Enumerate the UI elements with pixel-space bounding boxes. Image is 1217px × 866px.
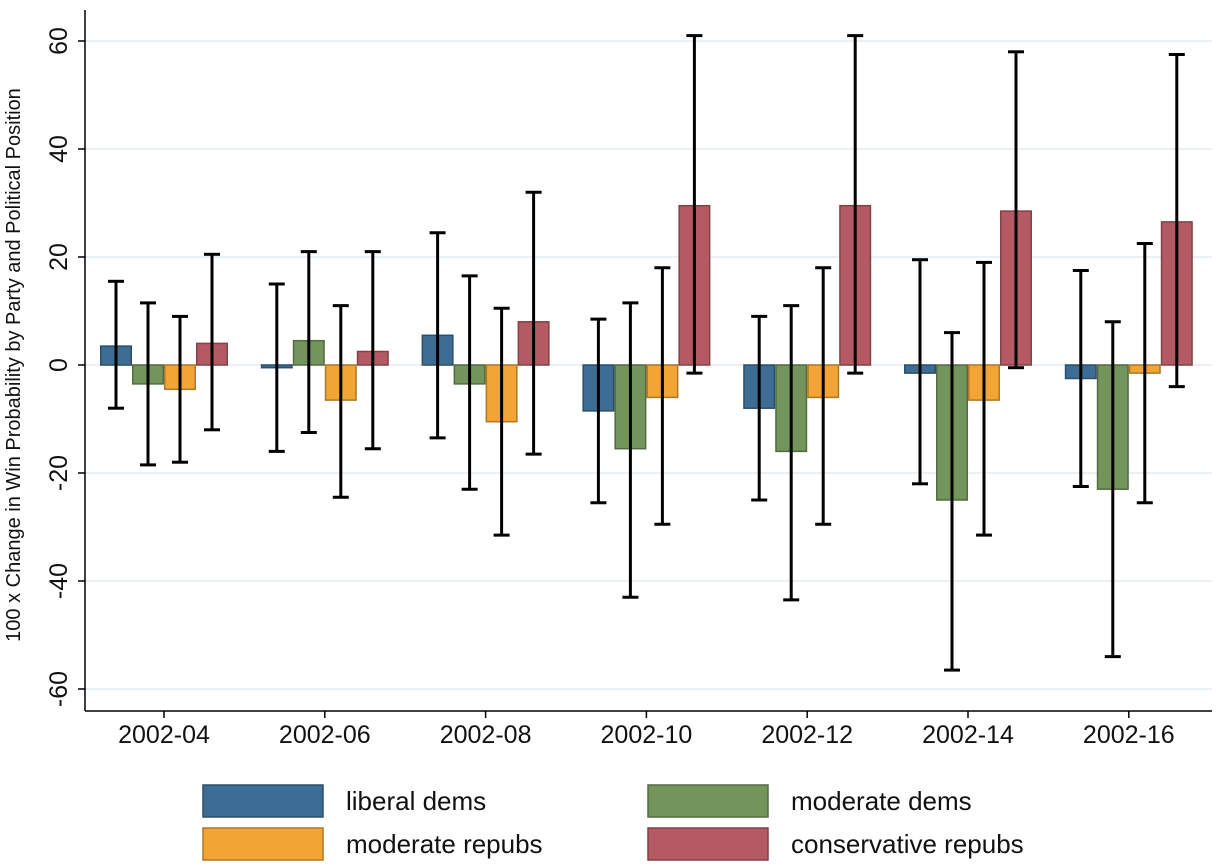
y-tick-label: -60: [45, 671, 73, 707]
legend-swatch: [647, 784, 769, 818]
x-tick-label: 2002-08: [440, 721, 532, 749]
y-axis-title: 100 x Change in Win Probability by Party…: [3, 88, 25, 642]
x-tick-label: 2002-12: [761, 721, 853, 749]
y-tick-label: 20: [45, 243, 73, 271]
x-tick-label: 2002-14: [922, 721, 1014, 749]
x-ticks: 2002-04 2002-06 2002-08 2002-10 2002-12 2002-…: [118, 711, 1175, 749]
y-tick-label: -40: [45, 563, 73, 599]
legend-swatch: [202, 784, 324, 818]
y-tick-label: 40: [45, 135, 73, 163]
legend-label: moderate repubs: [346, 829, 543, 859]
x-tick-label: 2002-16: [1083, 721, 1175, 749]
x-tick-label: 2002-10: [601, 721, 693, 749]
y-tick-label: 60: [45, 27, 73, 55]
y-ticks: -60 -40 -20 0 20 40 60: [45, 27, 85, 707]
x-tick-label: 2002-04: [118, 721, 210, 749]
y-tick-label: 0: [45, 358, 73, 372]
bars: [100, 204, 1193, 501]
y-tick-label: -20: [45, 455, 73, 491]
legend-label: liberal dems: [346, 786, 486, 816]
legend-swatch: [202, 827, 324, 861]
legend-swatch: [647, 827, 769, 861]
legend: liberal dems moderate dems moderate repubs…: [202, 784, 1024, 861]
x-tick-label: 2002-06: [279, 721, 371, 749]
axes: [84, 10, 1212, 712]
legend-label: moderate dems: [791, 786, 972, 816]
legend-label: conservative repubs: [791, 829, 1024, 859]
error-bars: [108, 34, 1185, 672]
